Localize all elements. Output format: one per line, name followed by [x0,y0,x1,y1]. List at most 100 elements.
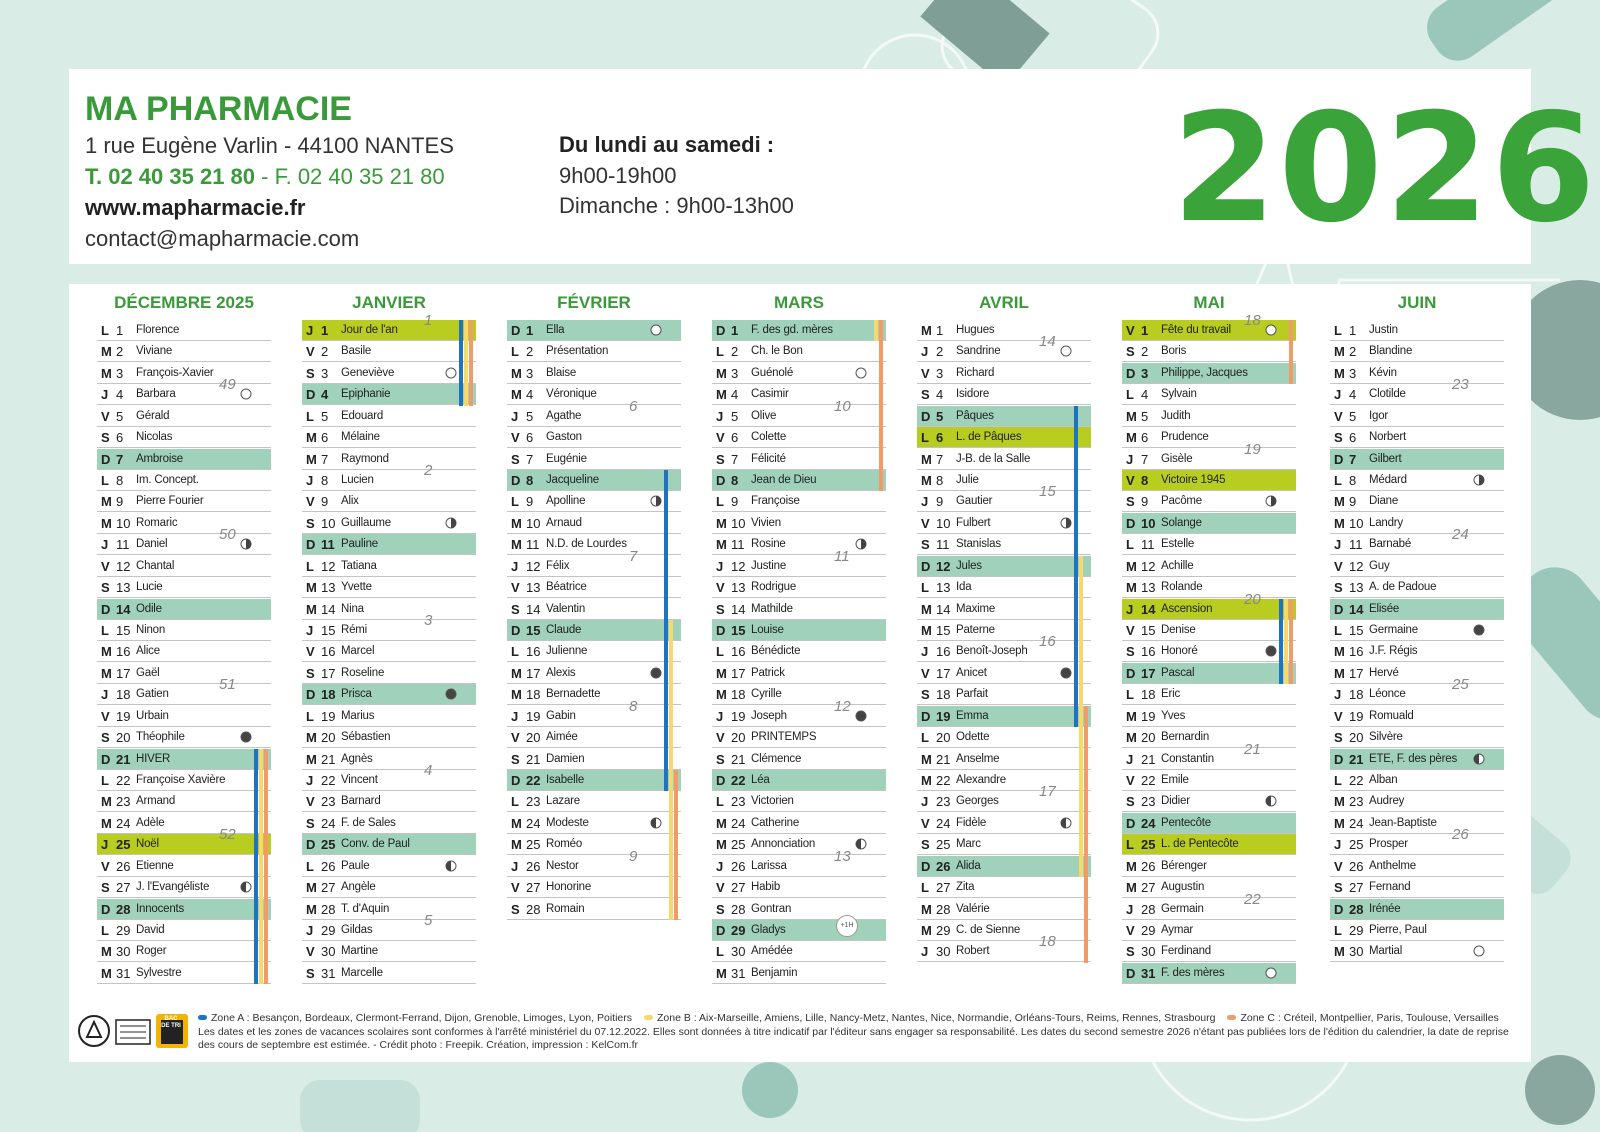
vacation-bar [1079,555,1083,878]
saint-name: Fidèle [956,816,987,829]
day-number: 7 [116,451,124,467]
day-number: 17 [1141,665,1156,681]
weekday-letter: D [511,473,521,488]
day-number: 27 [1349,880,1364,896]
weekday-letter: S [511,451,520,467]
saint-name: Olive [751,409,777,422]
day-row: M 4 Casimir [712,384,886,406]
weekday-letter: D [1126,965,1136,981]
weekday-letter: V [511,880,520,896]
day-number: 6 [731,430,739,446]
day-row: M 10 Romaric [97,513,271,534]
weekday-letter: D [101,751,111,767]
day-row: L 15 Ninon [97,620,271,642]
weekday-letter: S [1126,794,1135,810]
day-row: M 12 Achille [1122,556,1296,577]
day-row: S 31 Marcelle [302,963,476,984]
month-title: JUIN [1397,293,1437,312]
saint-name: Anicet [956,666,987,679]
day-number: 3 [321,365,329,381]
day-number: 13 [936,580,951,596]
day-row: S 20 Théophile [97,727,271,749]
weekday-letter: M [1126,430,1137,446]
day-number: 15 [526,623,541,639]
weekday-letter: M [716,387,727,403]
day-number: 7 [321,451,329,467]
day-number: 27 [936,880,951,896]
day-row: D 24 Pentecôte [1122,812,1296,834]
saint-name: Patrick [751,666,785,679]
moon-phase [650,817,662,829]
saint-name: Ascension [1161,602,1213,615]
day-row: M 8 Julie [917,470,1091,491]
day-row: D 14 Odile [97,598,271,620]
day-row: S 21 Damien [507,749,681,770]
saint-name: ETE, F. des pères [1369,752,1457,765]
weekday-letter: M [716,815,727,831]
weekday-letter: M [921,623,932,639]
saint-name: Roger [136,945,167,958]
weekday-letter: L [1126,387,1134,403]
weekday-letter: D [511,773,521,789]
saint-name: Mélaine [341,431,380,444]
weekday-letter: M [101,794,112,810]
week-number: 25 [1452,676,1469,694]
day-number: 25 [1349,837,1364,853]
day-row: S 9 Pacôme [1122,491,1296,513]
saint-name: Annonciation [751,838,816,851]
day-row: M 11 N.D. de Lourdes [507,534,681,556]
weekday-letter: V [1334,558,1343,574]
moon-phase [1060,345,1072,357]
saint-name: Anselme [956,752,1000,765]
weekday-letter: L [1126,537,1134,553]
vacation-bar [1289,320,1293,385]
saint-name: Eugénie [546,452,587,465]
weekday-letter: M [511,665,522,681]
day-number: 20 [731,730,746,746]
recycling-icons [78,1014,188,1048]
saint-name: Alice [136,645,160,658]
saint-name: Sébastien [341,731,391,744]
day-number: 6 [526,430,534,446]
zone-swatch [644,1015,653,1020]
day-row: M 26 Bérenger [1122,856,1296,877]
day-row: J 28 Germain [1122,899,1296,920]
day-row: M 3 Kévin [1330,363,1504,384]
saint-name: Claude [546,624,582,637]
day-row: D 22 Léa [712,770,886,792]
day-row: D 28 Innocents [97,898,271,920]
saint-name: Sylvain [1161,388,1197,401]
weekday-letter: J [306,773,314,789]
week-number: 15 [1039,483,1056,501]
saint-name: Vivien [751,516,781,529]
day-number: 15 [1141,623,1156,639]
day-row: M 10 Arnaud [507,513,681,534]
hours-title: Du lundi au samedi : [559,132,775,157]
weekday-letter: D [306,537,316,553]
weekday-letter: L [511,794,519,810]
day-row: M 16 J.F. Régis [1330,641,1504,663]
weekday-letter: S [716,601,725,617]
day-row: M 18 Bernadette [507,684,681,706]
day-row: S 28 Romain [507,899,681,920]
day-number: 22 [321,773,336,789]
day-row: J 12 Justine [712,556,886,577]
saint-name: Médard [1369,474,1407,486]
day-row: D 12 Jules [917,555,1091,577]
day-number: 25 [936,837,951,853]
saint-name: T. d'Aquin [341,902,390,915]
saint-name: Jean-Baptiste [1369,816,1437,829]
day-number: 21 [321,751,336,767]
weekday-letter: V [101,408,110,424]
day-row: M 28 T. d'Aquin [302,899,476,920]
day-row: D 7 Ambroise [97,448,271,470]
weekday-letter: M [101,365,112,381]
day-row: V 19 Urbain [97,706,271,727]
saint-name: Benoît-Joseph [956,645,1028,658]
day-number: 30 [1141,944,1156,960]
day-number: 1 [1349,323,1357,338]
weekday-letter: M [101,494,112,510]
weekday-letter: J [511,708,519,724]
saint-name: Edouard [341,409,384,422]
weekday-letter: L [716,344,724,360]
